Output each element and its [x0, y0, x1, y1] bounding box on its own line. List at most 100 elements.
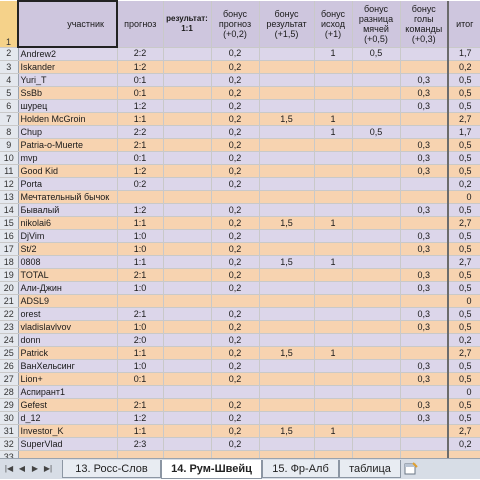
cell-result[interactable]	[163, 190, 212, 204]
row-number[interactable]: 30	[0, 411, 19, 425]
cell-bonus-outcome[interactable]	[314, 294, 353, 308]
cell-bonus-diff[interactable]	[352, 99, 401, 113]
cell-prognoz[interactable]: 1:1	[117, 255, 164, 269]
cell-prognoz[interactable]	[117, 385, 164, 399]
cell-bonus-diff[interactable]	[352, 73, 401, 87]
last-sheet-icon[interactable]: ▶|	[43, 464, 53, 473]
cell-total[interactable]: 0,5	[447, 138, 480, 152]
cell-total[interactable]: 1,7	[447, 125, 480, 139]
cell-total[interactable]: 0,5	[447, 307, 480, 321]
cell-result[interactable]	[163, 411, 212, 425]
cell-total[interactable]: 0,5	[447, 203, 480, 217]
cell-total[interactable]: 0,5	[447, 73, 480, 87]
cell-result[interactable]	[163, 307, 212, 321]
cell-bonus-diff[interactable]	[352, 424, 401, 438]
cell-prognoz[interactable]: 1:1	[117, 216, 164, 230]
cell-bonus-prognoz[interactable]: 0,2	[211, 320, 260, 334]
cell-bonus-diff[interactable]: 0,5	[352, 47, 401, 61]
cell-bonus-goals[interactable]: 0,3	[400, 86, 449, 100]
cell-prognoz[interactable]: 1:1	[117, 112, 164, 126]
cell-bonus-outcome[interactable]: 1	[314, 47, 353, 61]
cell-result[interactable]	[163, 86, 212, 100]
cell-participant[interactable]: Patria-o-Muerte	[18, 138, 118, 152]
cell-bonus-result[interactable]	[259, 60, 315, 74]
cell-bonus-prognoz[interactable]: 0,2	[211, 151, 260, 165]
row-number[interactable]: 16	[0, 229, 19, 243]
cell-bonus-result[interactable]	[259, 242, 315, 256]
cell-bonus-outcome[interactable]: 1	[314, 216, 353, 230]
header-bonus-outcome[interactable]: бонус исход (+1)	[314, 1, 353, 48]
cell-total[interactable]: 0,5	[447, 242, 480, 256]
cell-participant[interactable]: vladislavlvov	[18, 320, 118, 334]
cell-result[interactable]	[163, 346, 212, 360]
cell-bonus-diff[interactable]	[352, 190, 401, 204]
cell-bonus-prognoz[interactable]: 0,2	[211, 424, 260, 438]
header-prognoz[interactable]: прогноз	[117, 1, 164, 48]
cell-participant[interactable]: Holden McGroin	[18, 112, 118, 126]
cell-total[interactable]: 2,7	[447, 255, 480, 269]
cell-result[interactable]	[163, 333, 212, 347]
cell-bonus-goals[interactable]: 0,3	[400, 372, 449, 386]
cell-bonus-result[interactable]: 1,5	[259, 255, 315, 269]
cell-bonus-goals[interactable]: 0,3	[400, 229, 449, 243]
cell-participant[interactable]: Iskander	[18, 60, 118, 74]
row-number[interactable]: 19	[0, 268, 19, 282]
header-bonus-goals[interactable]: бонус голы команды (+0,3)	[400, 1, 449, 48]
cell-result[interactable]	[163, 359, 212, 373]
cell-bonus-outcome[interactable]: 1	[314, 346, 353, 360]
cell-bonus-diff[interactable]	[352, 320, 401, 334]
cell-prognoz[interactable]: 0:1	[117, 372, 164, 386]
row-number[interactable]: 32	[0, 437, 19, 451]
cell-total[interactable]: 0,5	[447, 164, 480, 178]
cell-bonus-diff[interactable]	[352, 164, 401, 178]
cell-bonus-result[interactable]	[259, 190, 315, 204]
cell-total[interactable]: 0,5	[447, 151, 480, 165]
row-number[interactable]: 1	[0, 1, 19, 48]
cell-participant[interactable]: Andrew2	[18, 47, 118, 61]
row-number[interactable]: 8	[0, 125, 19, 139]
cell-bonus-result[interactable]	[259, 268, 315, 282]
tab-fr-alb[interactable]: 15. Фр-Алб	[262, 460, 339, 478]
cell-participant[interactable]: Good Kid	[18, 164, 118, 178]
cell-bonus-prognoz[interactable]: 0,2	[211, 411, 260, 425]
cell-result[interactable]	[163, 268, 212, 282]
row-number[interactable]: 14	[0, 203, 19, 217]
cell-participant[interactable]: orest	[18, 307, 118, 321]
cell-bonus-prognoz[interactable]: 0,2	[211, 164, 260, 178]
cell-bonus-goals[interactable]	[400, 47, 449, 61]
cell-prognoz[interactable]: 2:1	[117, 138, 164, 152]
cell-bonus-result[interactable]	[259, 320, 315, 334]
cell-bonus-outcome[interactable]	[314, 138, 353, 152]
cell-total[interactable]: 2,7	[447, 216, 480, 230]
row-number[interactable]: 12	[0, 177, 19, 191]
cell-result[interactable]	[163, 437, 212, 451]
cell-bonus-goals[interactable]: 0,3	[400, 281, 449, 295]
cell-bonus-diff[interactable]	[352, 294, 401, 308]
cell-participant[interactable]: DjVim	[18, 229, 118, 243]
cell-prognoz[interactable]: 1:0	[117, 359, 164, 373]
cell-bonus-goals[interactable]	[400, 177, 449, 191]
cell-prognoz[interactable]: 2:2	[117, 47, 164, 61]
cell-bonus-goals[interactable]: 0,3	[400, 320, 449, 334]
cell-bonus-diff[interactable]	[352, 242, 401, 256]
row-number[interactable]: 10	[0, 151, 19, 165]
row-number[interactable]: 6	[0, 99, 19, 113]
cell-participant[interactable]: Patrick	[18, 346, 118, 360]
header-total[interactable]: итог	[447, 1, 480, 48]
cell-participant[interactable]: SuperVlad	[18, 437, 118, 451]
cell-bonus-goals[interactable]: 0,3	[400, 73, 449, 87]
cell-prognoz[interactable]: 0:1	[117, 151, 164, 165]
cell-result[interactable]	[163, 151, 212, 165]
cell-bonus-diff[interactable]	[352, 255, 401, 269]
cell-bonus-outcome[interactable]	[314, 229, 353, 243]
cell-bonus-prognoz[interactable]	[211, 294, 260, 308]
cell-participant[interactable]: SsBb	[18, 86, 118, 100]
cell-bonus-outcome[interactable]	[314, 190, 353, 204]
cell-bonus-result[interactable]	[259, 372, 315, 386]
cell-bonus-prognoz[interactable]: 0,2	[211, 125, 260, 139]
cell-result[interactable]	[163, 255, 212, 269]
cell-total[interactable]: 0,2	[447, 333, 480, 347]
cell-bonus-result[interactable]	[259, 86, 315, 100]
cell-bonus-diff[interactable]	[352, 86, 401, 100]
cell-total[interactable]: 2,7	[447, 346, 480, 360]
